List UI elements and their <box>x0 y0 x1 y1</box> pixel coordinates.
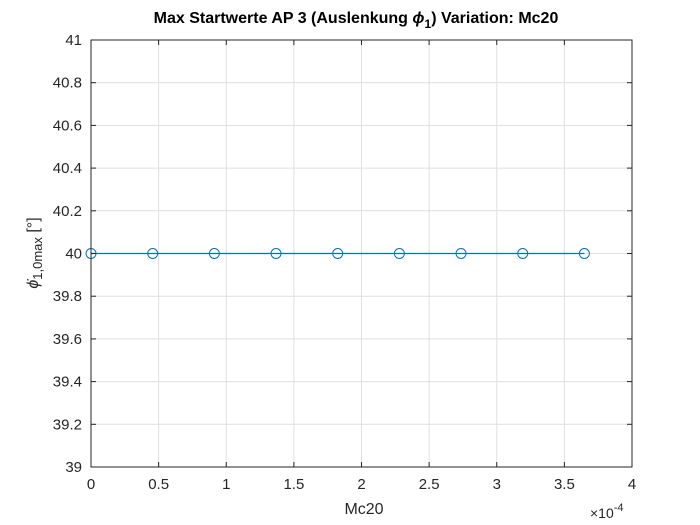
x-tick-label: 4 <box>628 476 636 493</box>
data-point <box>147 248 159 259</box>
x-tick-label: 0 <box>87 476 95 493</box>
x-axis-label: Mc20 <box>344 501 383 518</box>
y-tick-label: 40.4 <box>53 160 82 177</box>
y-axis-label: ϕ̇1,0max [°] <box>25 217 45 288</box>
data-point <box>332 248 344 259</box>
y-tick-label: 40.8 <box>53 75 82 92</box>
y-tick-label: 39.4 <box>53 374 82 391</box>
x-axis-scale-exponent: -4 <box>614 502 624 514</box>
data-point <box>208 248 220 259</box>
x-tick-label: 0.5 <box>148 476 169 493</box>
y-tick-label: 40 <box>65 246 82 263</box>
y-tick-label: 39 <box>65 459 82 476</box>
data-point <box>517 248 529 259</box>
chart-title: Max Startwerte AP 3 (Auslenkung ϕ1) Vari… <box>154 10 559 31</box>
y-tick-label: 39.8 <box>53 288 82 305</box>
data-point <box>270 248 282 259</box>
series <box>85 248 590 259</box>
y-tick-label: 40.6 <box>53 117 82 134</box>
chart-title-prefix: Max Startwerte AP 3 (Auslenkung <box>154 10 413 27</box>
x-tick-label: 2.5 <box>419 476 440 493</box>
x-tick-label: 3.5 <box>554 476 575 493</box>
chart-title-symbol: ϕ <box>412 10 424 27</box>
data-point <box>455 248 467 259</box>
x-tick-label: 2 <box>357 476 365 493</box>
x-axis-scale-factor: ×10-4 <box>590 502 624 521</box>
y-tick-label: 41 <box>65 32 82 49</box>
data-point <box>393 248 405 259</box>
y-axis-label-suffix: [°] <box>25 217 42 237</box>
y-axis-label-symbol: ϕ̇ <box>25 279 42 289</box>
x-tick-label: 1 <box>222 476 230 493</box>
y-tick-label: 40.2 <box>53 203 82 220</box>
x-axis-scale-base: ×10 <box>590 505 614 521</box>
x-tick-label: 1.5 <box>283 476 304 493</box>
chart-title-subscript: 1 <box>425 17 432 31</box>
chart-title-suffix: ) Variation: Mc20 <box>431 10 558 27</box>
x-tick-label: 3 <box>493 476 501 493</box>
y-tick-label: 39.2 <box>53 416 82 433</box>
y-tick-label: 39.6 <box>53 331 82 348</box>
y-axis-label-subscript: 1,0max <box>30 237 45 280</box>
data-point <box>578 248 590 259</box>
ticks: 0 0.5 1 1.5 2 2.5 3 3.5 4 39 39.2 39.4 39.6 39.8 40 40.… <box>53 32 636 493</box>
